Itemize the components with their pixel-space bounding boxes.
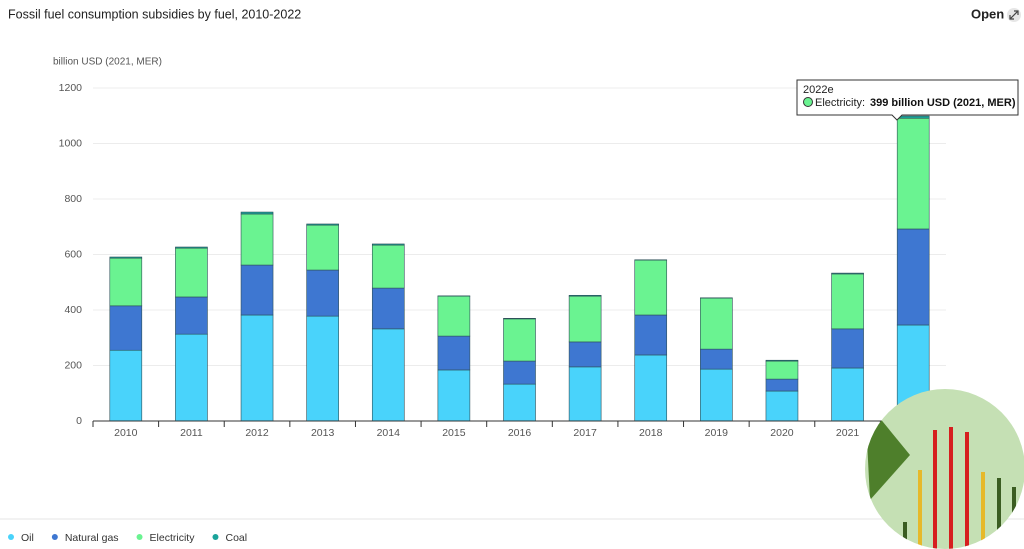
bar-segment: [437, 335, 471, 371]
x-tick-label: 2017: [573, 427, 597, 439]
bar-segment: [568, 366, 602, 422]
legend-marker: [136, 534, 143, 540]
bar-segment: [896, 115, 930, 119]
y-tick-label: 800: [64, 193, 82, 205]
overlay-bar: [997, 478, 1001, 549]
bar-segment: [503, 360, 536, 385]
bar-segment: [896, 228, 930, 326]
legend-marker: [51, 534, 58, 540]
x-tick-label: 2014: [377, 427, 401, 439]
bar-segment: [240, 211, 274, 215]
bar-segment: [831, 273, 864, 330]
y-tick-label: 400: [64, 304, 82, 316]
bar-segment: [503, 383, 536, 422]
open-icon-arrow: [1009, 10, 1019, 20]
tooltip-box: [796, 79, 1019, 121]
bar-segment: [371, 287, 405, 330]
y-tick-label: 0: [76, 415, 82, 427]
bar-segment: [831, 367, 864, 422]
bar-segment: [109, 305, 143, 351]
open-button[interactable]: Open: [971, 6, 1021, 22]
x-tick-label: 2018: [639, 427, 663, 439]
y-tick-label: 1000: [59, 137, 83, 149]
x-tick-label: 2019: [705, 427, 729, 439]
bar-segment: [568, 295, 602, 343]
bar-segment: [109, 256, 143, 259]
legend-label: Electricity: [150, 532, 196, 544]
overlay-bar: [1012, 487, 1016, 549]
chart-title: Fossil fuel consumption subsidies by fue…: [8, 7, 301, 21]
overlay-bar: [918, 470, 922, 549]
bar-segment: [568, 341, 602, 368]
legend-label: Oil: [21, 532, 34, 544]
y-tick-label: 600: [64, 248, 82, 260]
bar-segment: [240, 314, 274, 422]
bar-segment: [175, 333, 208, 422]
x-tick-label: 2020: [770, 427, 794, 439]
bar-segment: [437, 369, 471, 422]
bar-segment: [109, 349, 143, 422]
bar-segment: [700, 348, 733, 370]
bar-segment: [568, 294, 602, 297]
overlay-bar: [903, 522, 907, 549]
legend-label: Natural gas: [65, 532, 119, 544]
legend-label: Coal: [225, 532, 247, 544]
bar-segment: [831, 328, 864, 369]
tooltip-title: 2022e: [803, 84, 834, 96]
bar-segment: [371, 244, 405, 289]
bar-segment: [175, 246, 208, 249]
bar-segment: [503, 318, 536, 362]
bar-segment: [700, 368, 733, 422]
bar-segment: [306, 315, 339, 422]
overlay-bar: [981, 472, 985, 549]
x-tick-label: 2015: [442, 427, 466, 439]
bar-segment: [240, 213, 274, 266]
tooltip: 2022e Electricity: 399 billion USD (2021…: [796, 79, 1019, 121]
bar-segment: [765, 360, 799, 380]
x-tick-label: 2012: [245, 427, 269, 439]
legend: Oil Natural gas Electricity Coal: [8, 532, 247, 544]
x-tick-label: 2013: [311, 427, 335, 439]
bar-segment: [503, 318, 536, 320]
bar-segment: [831, 272, 864, 275]
x-tick-label: 2010: [114, 427, 138, 439]
bar-segment: [765, 359, 799, 362]
bar-segment: [634, 314, 668, 356]
bar-segment: [371, 328, 405, 422]
overlay-image: [865, 389, 1024, 549]
bar-segment: [634, 354, 668, 422]
x-tick-label: 2021: [836, 427, 860, 439]
y-tick-label: 1200: [59, 82, 83, 94]
bar-segment: [437, 295, 471, 337]
y-axis-label: billion USD (2021, MER): [53, 57, 162, 68]
overlay-bar: [933, 430, 937, 549]
x-tick-label: 2016: [508, 427, 532, 439]
bar-segment: [109, 257, 143, 307]
legend-marker: [212, 534, 219, 540]
tooltip-dot: [803, 97, 813, 107]
bar-segment: [896, 117, 930, 230]
bar-segment: [306, 223, 339, 226]
overlay-bar: [965, 432, 969, 549]
open-label[interactable]: Open: [971, 6, 1004, 21]
bar-segment: [306, 269, 339, 317]
bar-segment: [634, 259, 668, 316]
y-tick-label: 200: [64, 359, 82, 371]
bar-segment: [240, 264, 274, 316]
tooltip-series: Electricity:: [815, 97, 865, 109]
legend-marker: [8, 534, 14, 540]
bar-segment: [765, 378, 799, 392]
bars: [109, 115, 930, 422]
overlay-bar: [949, 427, 953, 549]
tooltip-value: 399 billion USD (2021, MER): [870, 97, 1016, 109]
bar-segment: [765, 390, 799, 422]
x-tick-label: 2011: [180, 427, 203, 439]
bar-segment: [175, 296, 208, 335]
bar-segment: [306, 224, 339, 271]
axes: 0 200 400 600 800 1000 1200 2010 2011 2012 2013 201…: [59, 82, 947, 439]
bar-segment: [371, 243, 405, 246]
bar-segment: [700, 297, 733, 350]
bar-segment: [175, 247, 208, 298]
